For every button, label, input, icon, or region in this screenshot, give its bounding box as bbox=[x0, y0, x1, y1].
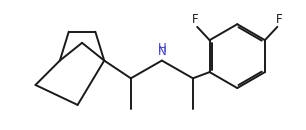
Text: F: F bbox=[192, 13, 198, 26]
Text: N: N bbox=[158, 45, 167, 58]
Text: F: F bbox=[276, 13, 283, 26]
Text: H: H bbox=[158, 42, 167, 55]
